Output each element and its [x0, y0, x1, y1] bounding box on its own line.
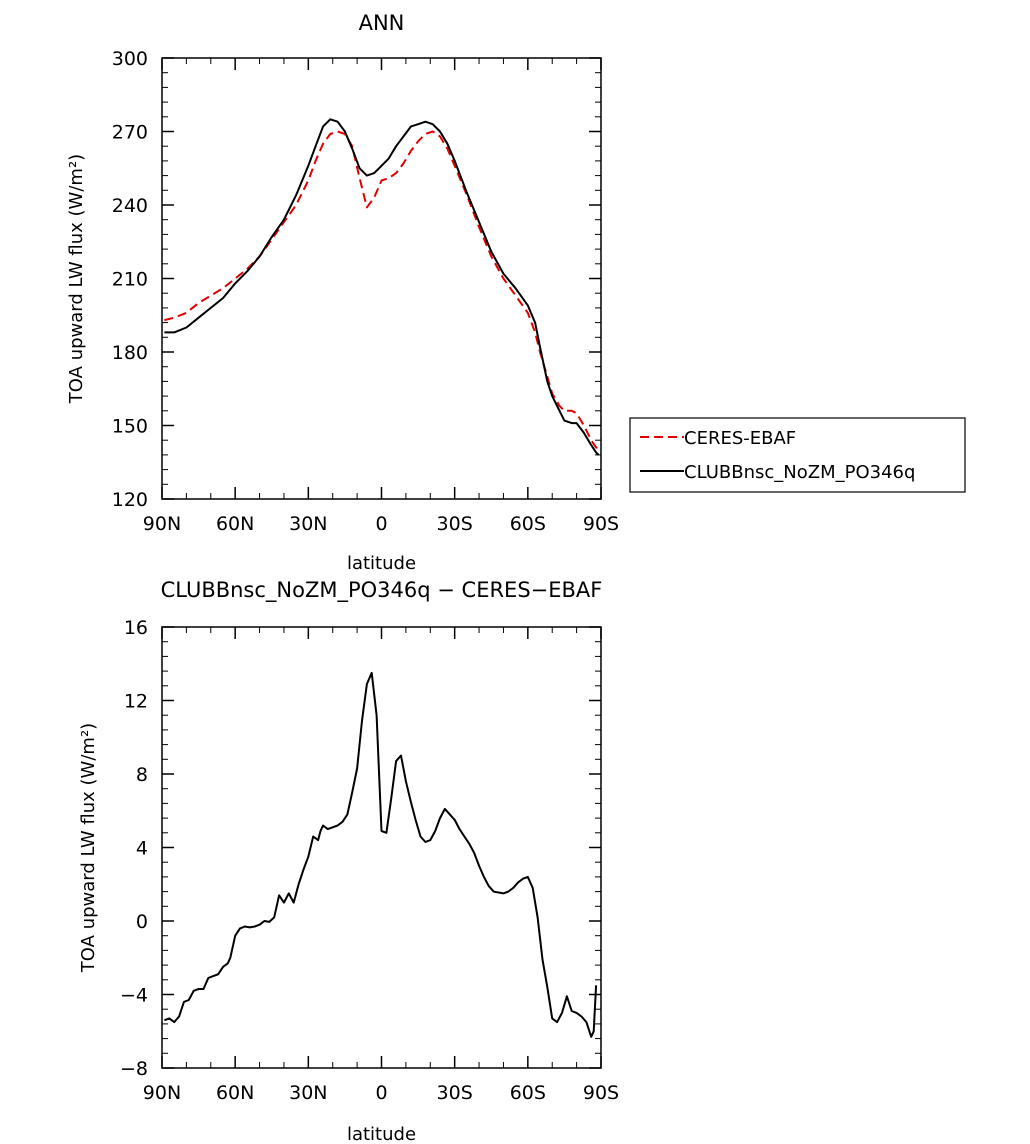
- y-tick-label: −4: [120, 985, 148, 1007]
- chart-title: ANN: [359, 11, 405, 35]
- x-tick-label: 30S: [437, 513, 473, 535]
- y-tick-label: 4: [136, 838, 148, 860]
- chart-title: CLUBBnsc_NoZM_PO346q − CERES−EBAF: [161, 578, 603, 603]
- x-tick-label: 90N: [143, 513, 181, 535]
- legend-box: [629, 417, 966, 493]
- y-tick-label: 180: [112, 342, 148, 364]
- series-line-ceres-ebaf: [164, 130, 599, 449]
- y-tick-label: 150: [112, 416, 148, 438]
- legend-label: CERES-EBAF: [684, 428, 796, 449]
- y-tick-label: −8: [120, 1058, 148, 1080]
- y-axis-label: TOA upward LW flux (W/m²): [78, 723, 99, 973]
- x-tick-label: 30N: [289, 513, 327, 535]
- x-axis-label: latitude: [347, 553, 416, 574]
- y-tick-label: 16: [124, 617, 148, 639]
- top-chart-panel: ANN TOA upward LW flux (W/m²) latitude 120 1…: [66, 11, 966, 574]
- y-axis-label: TOA upward LW flux (W/m²): [66, 154, 87, 404]
- y-tick-label: 240: [112, 195, 148, 217]
- x-tick-label: 60S: [510, 1082, 546, 1104]
- plot-frame: [161, 57, 602, 500]
- x-tick-label: 60S: [510, 513, 546, 535]
- legend-label: CLUBBnsc_NoZM_PO346q: [684, 462, 915, 483]
- y-tick-label: 0: [136, 911, 148, 933]
- y-tick-label: 8: [136, 764, 148, 786]
- y-tick-label: 270: [112, 122, 148, 144]
- x-tick-label: 90S: [583, 1082, 619, 1104]
- bottom-chart-panel: CLUBBnsc_NoZM_PO346q − CERES−EBAF TOA upw…: [78, 578, 619, 1144]
- x-tick-label: 30N: [289, 1082, 327, 1104]
- x-tick-label: 60N: [216, 513, 254, 535]
- plot-frame: [161, 626, 602, 1069]
- y-tick-label: 210: [112, 269, 148, 291]
- x-tick-label: 30S: [437, 1082, 473, 1104]
- y-tick-label: 12: [124, 691, 148, 713]
- x-tick-label: 90N: [143, 1082, 181, 1104]
- x-tick-label: 0: [375, 1082, 387, 1104]
- x-tick-label: 60N: [216, 1082, 254, 1104]
- difference-series-line: [164, 671, 598, 1038]
- series-line-clubbnsc-nozm-po346q: [164, 118, 600, 456]
- x-tick-label: 90S: [583, 513, 619, 535]
- y-tick-label: 120: [112, 489, 148, 511]
- x-axis-label: latitude: [347, 1124, 416, 1144]
- x-tick-label: 0: [375, 513, 387, 535]
- y-tick-label: 300: [112, 48, 148, 70]
